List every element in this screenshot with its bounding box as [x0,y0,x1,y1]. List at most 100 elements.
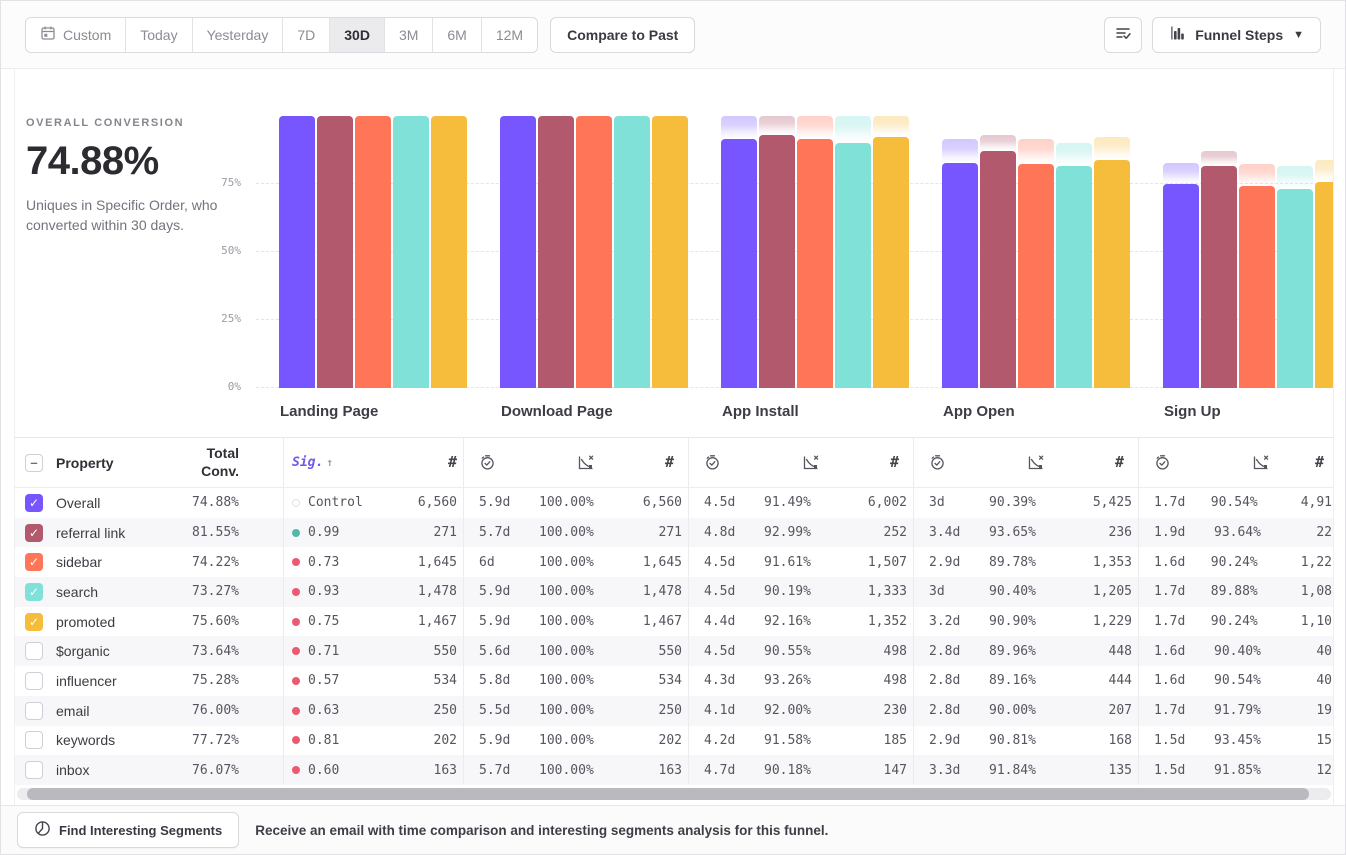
date-range-today[interactable]: Today [126,17,193,52]
conversion-rate-chart-icon[interactable] [577,454,634,471]
table-row-influencer[interactable]: influencer 75.28% 0.57 534 5.8d 100.00% 534 4.3… [15,666,1333,696]
funnel-bar-referral-link[interactable] [1201,116,1237,388]
funnel-bar-overall[interactable] [1163,116,1199,388]
step-1-cells: 0.60 163 [284,755,464,785]
funnel-bar-sidebar[interactable] [797,116,833,388]
date-range-30d[interactable]: 30D [330,17,385,52]
date-range-label: 7D [297,26,316,43]
row-checkbox[interactable] [25,642,43,661]
funnel-bar-search[interactable] [614,116,650,388]
table-row-email[interactable]: email 76.00% 0.63 250 5.5d 100.00% 250 4.1d 92.0… [15,695,1333,726]
bar-dropoff-cap [797,116,833,139]
bar-dropoff-cap [1201,151,1237,167]
row-checkbox[interactable]: ✓ [25,523,43,542]
step-count: 444 [1108,673,1132,689]
row-checkbox[interactable] [25,701,43,720]
find-interesting-segments-button[interactable]: Find Interesting Segments [17,812,240,849]
table-row-search[interactable]: ✓ search 73.27% 0.93 1,478 5.9d 100.00% 1,478 4.… [15,577,1333,607]
sig-column-header[interactable]: Sig. ↑ [292,455,333,470]
row-checkbox[interactable]: ✓ [25,553,43,572]
count-column-header[interactable]: # [1114,453,1124,471]
count-column-header[interactable]: # [664,453,674,471]
funnel-bar-search[interactable] [393,116,429,388]
step-count: 1,229 [1092,614,1132,630]
time-to-convert-icon[interactable] [479,454,539,471]
funnel-bar-promoted[interactable] [431,116,467,388]
count-column-header[interactable]: # [889,453,899,471]
conversion-rate-chart-icon[interactable] [1252,454,1309,471]
date-range-yesterday[interactable]: Yesterday [192,17,284,52]
funnel-bar-overall[interactable] [279,116,315,388]
table-row-sidebar[interactable]: ✓ sidebar 74.22% 0.73 1,645 6d 100.00% 1,645 4.5… [15,547,1333,578]
funnel-bar-referral-link[interactable] [980,116,1016,388]
time-to-convert: 1.9d [1154,525,1186,541]
time-to-convert: 3d [929,584,945,600]
time-to-convert-icon[interactable] [704,454,764,471]
step-1-cells: 0.75 1,467 [284,606,464,637]
funnel-bar-search[interactable] [1277,116,1313,388]
conversion-rate: 89.16% [989,673,1036,689]
funnel-bar-promoted[interactable] [873,116,909,388]
funnel-bar-search[interactable] [1056,116,1092,388]
total-conversion-value: 76.07% [192,762,239,778]
funnel-bar-referral-link[interactable] [538,116,574,388]
total-conversion-cell: 76.07% [181,755,284,785]
funnel-bar-referral-link[interactable] [317,116,353,388]
conversion-rate-chart-icon[interactable] [802,454,859,471]
conversion-rate: 93.64% [1214,525,1261,541]
significance-value: 0.60 [308,762,340,778]
conversion-rate-chart-icon[interactable] [1027,454,1084,471]
funnel-bar-sidebar[interactable] [355,116,391,388]
date-range-6m[interactable]: 6M [433,17,482,52]
row-checkbox[interactable] [25,671,43,690]
row-checkbox[interactable] [25,731,43,750]
horizontal-scrollbar [15,785,1333,805]
significance-dot [292,587,300,596]
funnel-bar-overall[interactable] [721,116,757,388]
significance-dot [292,647,300,656]
bar-dropoff-cap [1018,138,1054,165]
funnel-bar-sidebar[interactable] [1018,116,1054,388]
date-range-12m[interactable]: 12M [481,17,538,52]
step-4-cells: 3d 90.40% 1,205 [914,577,1139,607]
scrollbar-thumb[interactable] [27,787,1309,800]
table-row-inbox[interactable]: inbox 76.07% 0.60 163 5.7d 100.00% 163 4.7d 90.1… [15,755,1333,785]
step-count: 185 [883,732,907,748]
table-row-promoted[interactable]: ✓ promoted 75.60% 0.75 1,467 5.9d 100.00% 1,467… [15,606,1333,637]
date-range-custom[interactable]: Custom [26,17,127,52]
date-range-3m[interactable]: 3M [384,17,434,52]
table-row-referral-link[interactable]: ✓ referral link 81.55% 0.99 271 5.7d 100.00% 27… [15,517,1333,548]
count-column-header[interactable]: # [1314,453,1324,471]
funnel-bar-sidebar[interactable] [576,116,612,388]
table-row-keywords[interactable]: keywords 77.72% 0.81 202 5.9d 100.00% 202 4.2d 9… [15,725,1333,756]
select-all-checkbox[interactable]: – [25,453,43,472]
table-row-overall[interactable]: ✓ Overall 74.88% Control 6,560 5.9d 100.00% 6,5… [15,488,1333,518]
funnel-bar-sidebar[interactable] [1239,116,1275,388]
date-range-7d[interactable]: 7D [283,17,331,52]
funnel-bar-referral-link[interactable] [759,116,795,388]
property-cell: inbox [15,755,181,785]
table-row-organic[interactable]: $organic 73.64% 0.71 550 5.6d 100.00% 550 4.5d 9… [15,636,1333,667]
funnel-bar-promoted[interactable] [1094,116,1130,388]
funnel-bar-search[interactable] [835,116,871,388]
calendar-icon [40,25,56,44]
row-checkbox[interactable] [25,761,43,780]
funnel-bar-overall[interactable] [942,116,978,388]
compare-to-past-button[interactable]: Compare to Past [550,16,696,53]
time-to-convert: 4.3d [704,673,736,689]
row-checkbox[interactable]: ✓ [25,582,43,601]
time-to-convert-icon[interactable] [929,454,989,471]
chart-type-selector[interactable]: Funnel Steps ▼ [1152,16,1321,53]
row-checkbox[interactable]: ✓ [25,493,43,512]
row-checkbox[interactable]: ✓ [25,612,43,631]
count-column-header[interactable]: # [447,453,457,471]
time-to-convert-icon[interactable] [1154,454,1214,471]
funnel-bar-overall[interactable] [500,116,536,388]
bar-dropoff-cap [1163,163,1199,185]
time-to-convert: 4.5d [704,643,736,659]
filter-list-button[interactable] [1104,16,1143,53]
funnel-step-bar-group [1163,116,1333,388]
funnel-step-label: App Open [943,403,1015,420]
funnel-bar-promoted[interactable] [1315,116,1333,388]
funnel-bar-promoted[interactable] [652,116,688,388]
